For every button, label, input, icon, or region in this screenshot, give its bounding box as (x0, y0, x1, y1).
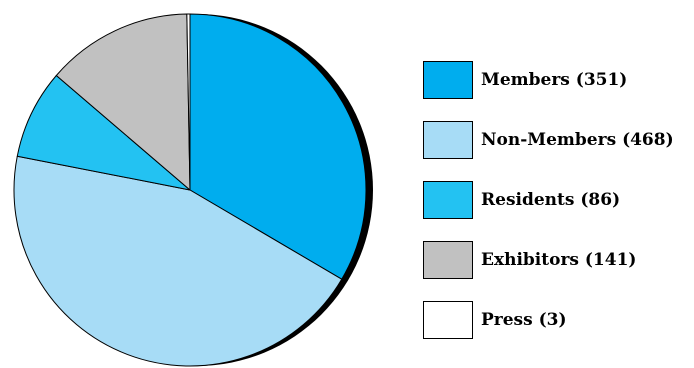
legend-item-press: Press (3) (423, 290, 674, 350)
legend-item-non-members: Non-Members (468) (423, 110, 674, 170)
pie-slice-residents (16, 75, 191, 191)
legend-swatch-residents (423, 181, 473, 219)
legend-swatch-non-members (423, 121, 473, 159)
legend-label-press: Press (3) (481, 310, 567, 330)
pie-slice-non-members (13, 155, 343, 367)
pie-slices (13, 13, 367, 367)
legend-item-members: Members (351) (423, 50, 674, 110)
chart-legend: Members (351) Non-Members (468) Resident… (423, 50, 674, 350)
pie-slice-members (189, 13, 367, 280)
legend-item-exhibitors: Exhibitors (141) (423, 230, 674, 290)
legend-swatch-press (423, 301, 473, 339)
legend-label-residents: Residents (86) (481, 190, 621, 210)
pie-slice-press (186, 13, 191, 191)
legend-label-exhibitors: Exhibitors (141) (481, 250, 637, 270)
pie-slice-exhibitors (55, 13, 191, 191)
legend-swatch-members (423, 61, 473, 99)
legend-item-residents: Residents (86) (423, 170, 674, 230)
legend-swatch-exhibitors (423, 241, 473, 279)
legend-label-non-members: Non-Members (468) (481, 130, 674, 150)
legend-label-members: Members (351) (481, 70, 628, 90)
